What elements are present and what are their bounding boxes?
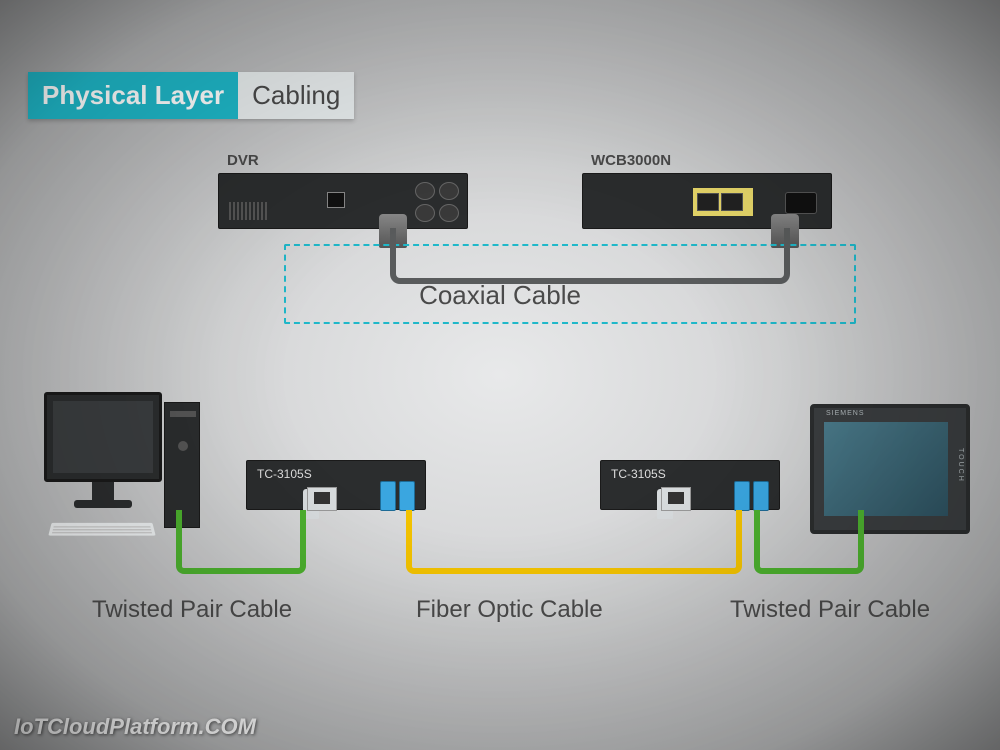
wcb-label: WCB3000N	[591, 152, 671, 169]
coax-label: Coaxial Cable	[0, 280, 1000, 311]
wcb-device: WCB3000N	[582, 173, 832, 229]
watermark: IoTCloudPlatform.COM	[14, 714, 256, 740]
desktop-computer-icon	[44, 392, 194, 552]
hmi-screen-icon	[824, 422, 948, 516]
dvr-label: DVR	[227, 152, 259, 169]
dvr-coax-ports-icon	[415, 182, 459, 222]
mc1-label: TC-3105S	[257, 467, 312, 481]
twisted-pair-cable-1-icon	[176, 510, 306, 574]
title-badge: Physical Layer Cabling	[28, 72, 354, 119]
tp2-label: Twisted Pair Cable	[730, 596, 930, 624]
twisted-pair-cable-2-icon	[754, 510, 864, 574]
monitor-icon	[44, 392, 162, 482]
fiber-optic-cable-icon	[406, 510, 742, 574]
mc2-ethernet-port-icon	[661, 487, 691, 511]
wcb-ethernet-ports-icon	[693, 188, 753, 216]
dvr-device: DVR	[218, 173, 468, 229]
title-main: Physical Layer	[28, 72, 238, 119]
wcb-slot-icon	[785, 192, 817, 214]
dvr-vent-icon	[229, 202, 269, 220]
tp1-label: Twisted Pair Cable	[92, 596, 292, 624]
coaxial-cable-icon	[390, 228, 790, 284]
mc1-ethernet-port-icon	[307, 487, 337, 511]
keyboard-icon	[48, 523, 155, 536]
mc2-fiber-ports-icon	[734, 481, 769, 511]
mc1-fiber-ports-icon	[380, 481, 415, 511]
fiber-label: Fiber Optic Cable	[416, 596, 603, 624]
media-converter-1: TC-3105S	[246, 460, 426, 510]
title-sub: Cabling	[238, 72, 354, 119]
hmi-brand: SIEMENS	[826, 410, 865, 417]
dvr-ethernet-port-icon	[327, 192, 345, 208]
media-converter-2: TC-3105S	[600, 460, 780, 510]
hmi-side-label: TOUCH	[957, 448, 964, 483]
mc2-label: TC-3105S	[611, 467, 666, 481]
